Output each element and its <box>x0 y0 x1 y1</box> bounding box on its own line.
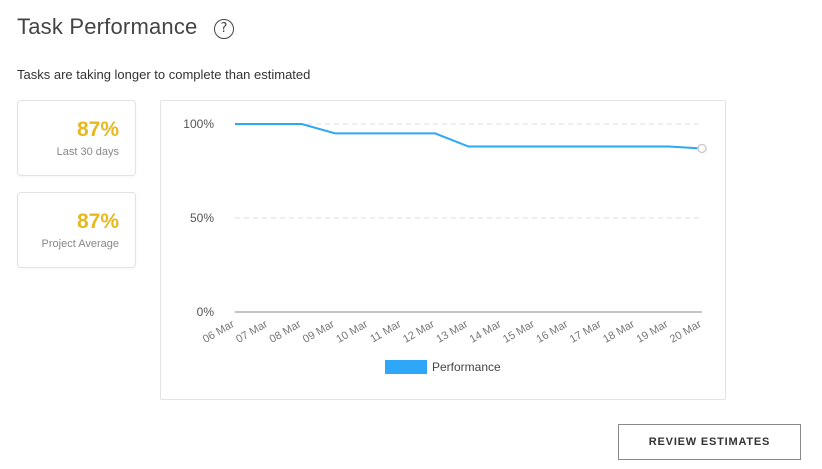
performance-subtitle: Tasks are taking longer to complete than… <box>17 67 311 82</box>
x-tick-label: 06 Mar <box>201 318 237 346</box>
x-tick-label: 13 Mar <box>434 318 470 346</box>
stat-label: Project Average <box>41 238 119 250</box>
x-tick-label: 10 Mar <box>334 318 370 346</box>
series-line-performance <box>235 123 703 150</box>
y-tick-label: 100% <box>183 117 214 131</box>
page-title: Task Performance <box>17 14 198 39</box>
x-tick-label: 14 Mar <box>468 318 504 346</box>
x-tick-label: 07 Mar <box>234 318 270 346</box>
performance-chart: 0% 50% 100% 06 Mar 07 Mar 08 Mar 09 Mar 10 Mar 1… <box>160 100 726 400</box>
stat-card-last-30-days: 87% Last 30 days <box>17 100 136 176</box>
stat-card-project-average: 87% Project Average <box>17 192 136 268</box>
x-tick-label: 08 Mar <box>268 318 304 346</box>
x-tick-label: 09 Mar <box>301 318 337 346</box>
legend-label: Performance <box>432 360 501 374</box>
y-tick-label: 50% <box>190 211 214 225</box>
data-point-last <box>697 143 707 154</box>
y-tick-label: 0% <box>197 305 215 319</box>
stat-value: 87% <box>76 118 119 141</box>
x-tick-label: 20 Mar <box>668 318 704 346</box>
stat-value: 87% <box>76 210 119 233</box>
x-tick-label: 19 Mar <box>634 318 670 346</box>
x-tick-label: 11 Mar <box>368 318 403 345</box>
question-circle-icon[interactable]: ? <box>214 19 234 39</box>
x-tick-label: 17 Mar <box>568 318 604 346</box>
review-estimates-button[interactable]: REVIEW ESTIMATES <box>618 424 801 460</box>
x-tick-label: 15 Mar <box>501 318 537 346</box>
x-tick-label: 16 Mar <box>534 318 570 346</box>
stat-label: Last 30 days <box>56 146 119 158</box>
x-tick-label: 12 Mar <box>401 318 437 346</box>
x-tick-label: 18 Mar <box>601 318 637 346</box>
legend-swatch <box>385 360 427 374</box>
